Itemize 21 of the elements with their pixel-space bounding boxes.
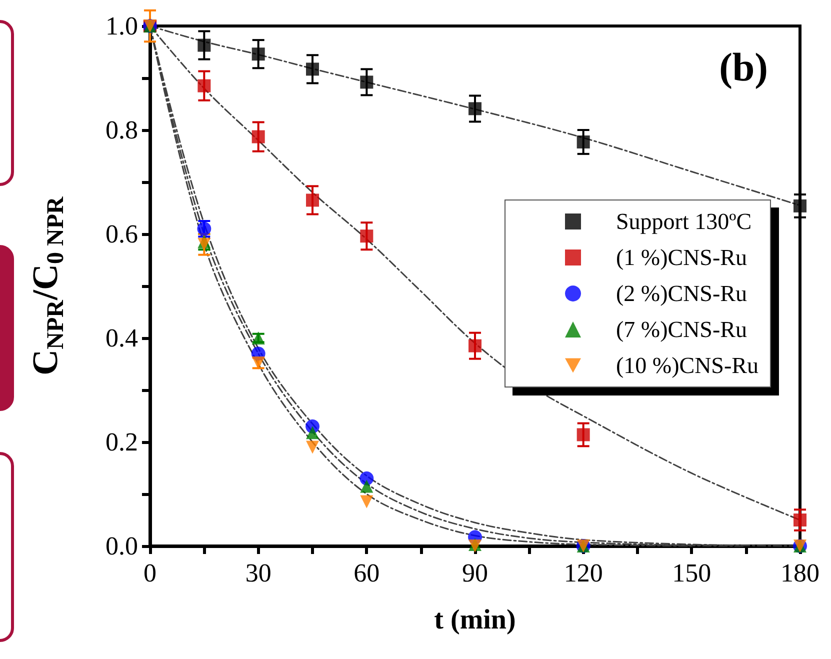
x-tick-label: 180 xyxy=(780,558,820,588)
x-tick-label: 60 xyxy=(354,558,380,588)
y-tick-label: 1.0 xyxy=(106,12,138,40)
x-tick-label: 90 xyxy=(462,558,488,588)
text: (b) xyxy=(719,44,768,90)
y-tick-label: 0.2 xyxy=(106,428,138,456)
legend-label: Support 130ºC xyxy=(616,209,752,234)
x-tick-label: 150 xyxy=(672,558,712,588)
legend-label: (2 %)CNS-Ru xyxy=(616,281,748,306)
x-tick-label: 120 xyxy=(564,558,603,588)
legend-label: (1 %)CNS-Ru xyxy=(616,245,748,270)
y-tick-label: 0.8 xyxy=(106,116,138,144)
y-tick-label: 0.4 xyxy=(106,324,138,352)
x-tick-label: 0 xyxy=(144,558,156,588)
y-tick-label: 0.0 xyxy=(106,532,138,560)
x-tick-label: 30 xyxy=(245,558,272,588)
y-axis-title: CNPR/C0 NPR xyxy=(25,196,69,376)
y-tick-label: 0.6 xyxy=(106,220,138,248)
x-axis-title: t (min) xyxy=(434,604,516,636)
legend-label: (7 %)CNS-Ru xyxy=(616,317,748,342)
legend-label: (10 %)CNS-Ru xyxy=(616,353,759,378)
